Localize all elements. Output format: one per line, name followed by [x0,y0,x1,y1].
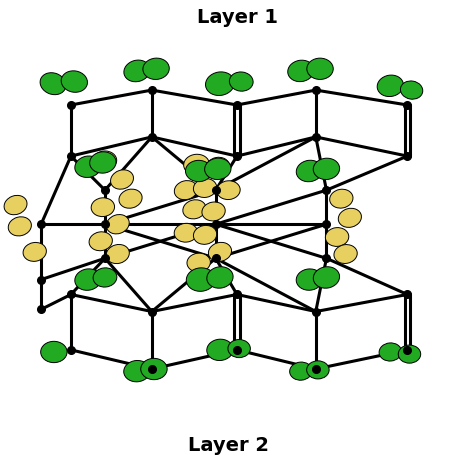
Ellipse shape [90,152,116,173]
Ellipse shape [228,339,250,357]
Ellipse shape [106,245,129,264]
Ellipse shape [124,361,150,382]
Ellipse shape [89,232,112,251]
Ellipse shape [229,72,253,91]
Ellipse shape [91,198,115,217]
Ellipse shape [202,202,225,221]
Ellipse shape [187,253,210,272]
Ellipse shape [307,58,333,80]
Ellipse shape [207,339,233,361]
Ellipse shape [186,268,215,292]
Text: Layer 1: Layer 1 [197,8,277,27]
Ellipse shape [93,268,117,287]
Ellipse shape [4,195,27,215]
Ellipse shape [40,73,66,95]
Ellipse shape [205,158,231,180]
Ellipse shape [313,158,339,180]
Ellipse shape [296,160,322,182]
Ellipse shape [23,243,46,261]
Ellipse shape [184,154,210,175]
Text: Layer 2: Layer 2 [188,436,269,455]
Ellipse shape [193,226,217,244]
Ellipse shape [174,181,198,200]
Ellipse shape [338,208,361,228]
Ellipse shape [207,267,233,288]
Ellipse shape [330,189,353,208]
Ellipse shape [398,345,421,363]
Ellipse shape [174,223,198,242]
Ellipse shape [288,60,314,82]
Ellipse shape [307,361,329,379]
Ellipse shape [93,151,117,170]
Ellipse shape [193,179,217,198]
Ellipse shape [377,75,403,97]
Ellipse shape [334,245,357,264]
Ellipse shape [8,217,31,236]
Ellipse shape [206,72,235,95]
Ellipse shape [206,157,229,176]
Ellipse shape [401,81,423,99]
Ellipse shape [124,60,150,82]
Ellipse shape [185,160,212,182]
Ellipse shape [290,362,312,380]
Ellipse shape [119,189,142,208]
Ellipse shape [41,341,67,363]
Ellipse shape [106,215,129,234]
Ellipse shape [325,228,349,246]
Ellipse shape [61,71,88,92]
Ellipse shape [209,242,231,262]
Ellipse shape [75,269,101,290]
Ellipse shape [141,358,167,380]
Ellipse shape [183,200,206,219]
Ellipse shape [217,181,240,200]
Ellipse shape [75,156,101,177]
Ellipse shape [110,170,134,189]
Ellipse shape [296,269,323,290]
Ellipse shape [313,267,339,288]
Ellipse shape [143,58,169,80]
Ellipse shape [379,343,401,361]
